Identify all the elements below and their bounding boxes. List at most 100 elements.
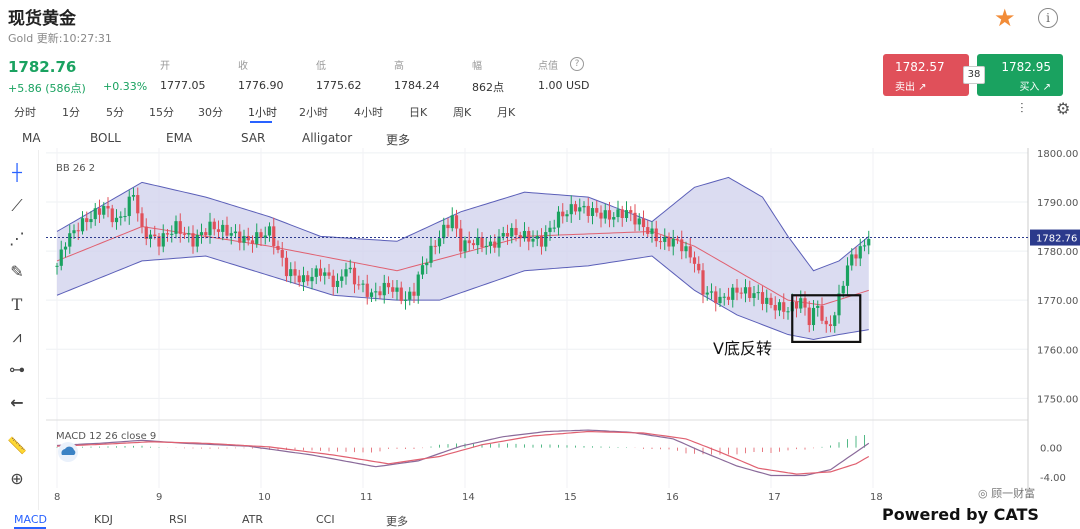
help-icon[interactable]: ? [570,57,584,71]
time-axis-tick-label: 8 [54,492,60,503]
line-icon[interactable]: ⟋ [11,196,23,215]
candle-body [246,235,250,241]
tab-more[interactable]: 更多 [386,515,408,528]
candle-body [726,296,731,300]
candle-body [867,239,871,246]
signal-line [56,430,870,475]
candle-body [739,292,743,294]
candle [663,228,667,250]
sell-button[interactable]: 1782.57 卖出 ↗ [883,54,969,96]
watermark: ◎ 顾一财富 [978,487,1036,500]
candle-body [833,315,837,327]
candle-body [289,269,293,277]
indicator-sar[interactable]: SAR [241,131,266,145]
time-axis-tick-label: 9 [156,492,162,503]
tf-15m[interactable]: 15分 [149,106,174,119]
candle-body [255,232,259,244]
candle [399,281,403,305]
candle [80,211,85,235]
tab-kdj[interactable]: KDJ [94,513,113,526]
tf-4h[interactable]: 4小时 [354,106,383,119]
candle [807,300,811,333]
candle [89,211,93,229]
candle-body [573,204,578,212]
measure-icon[interactable]: ⊶ [9,360,25,379]
back-arrow-icon[interactable]: ← [10,393,24,412]
candle-body [777,302,782,311]
candle [497,229,501,257]
candle [161,224,165,253]
candle-body [578,207,582,212]
chart-type-icon[interactable]: ⫶ [1020,101,1024,117]
tf-day[interactable]: 日K [409,106,428,119]
candle [718,288,722,308]
time-axis-tick-label: 16 [666,492,679,503]
candle-body [484,245,488,248]
tf-2h[interactable]: 2小时 [299,106,328,119]
time-axis-tick-label: 14 [462,492,475,503]
tab-atr[interactable]: ATR [242,513,264,526]
price-chart[interactable]: 1800.001790.001780.001770.001760.001750.… [0,148,1080,504]
indicator-ema[interactable]: EMA [166,131,193,145]
indicator-boll[interactable]: BOLL [90,131,121,145]
candle-body [552,227,556,229]
favorite-star-icon[interactable]: ★ [994,4,1016,32]
tab-cci[interactable]: CCI [316,513,335,526]
candle [816,300,820,317]
zoom-icon[interactable]: ⊕ [10,469,24,488]
candle-body [637,218,641,225]
time-axis-tick-label: 15 [564,492,577,503]
stat-label-close: 收 [238,61,248,72]
time-axis-tick-label: 18 [870,492,883,503]
stat-label-low: 低 [316,61,326,72]
candle [310,268,314,290]
tf-week[interactable]: 周K [453,106,472,119]
buy-button[interactable]: 1782.95 买入 ↗ [977,54,1063,96]
tab-macd[interactable]: MACD [14,513,47,526]
candle-body [454,215,459,229]
candle [246,227,250,246]
macd-axis-tick-label: -4.00 [1040,473,1066,484]
tf-1h[interactable]: 1小时 [248,106,277,119]
tab-rsi[interactable]: RSI [169,513,187,526]
candle-body [803,298,807,308]
fib-icon[interactable]: ⋰ [9,229,25,248]
indicator-alligator[interactable]: Alligator [302,131,353,145]
crosshair-icon[interactable]: ┼ [12,163,22,182]
candle [773,296,777,320]
candle [544,225,548,252]
tf-tick[interactable]: 分时 [14,106,36,119]
candle [442,217,446,244]
candle-body [671,238,675,247]
tf-5m[interactable]: 5分 [106,106,124,119]
candle [412,282,416,303]
pattern-icon[interactable]: ⩘ [12,327,22,346]
candle-body [344,269,348,277]
indicator-more[interactable]: 更多 [386,133,411,147]
indicator-ma[interactable]: MA [22,131,41,145]
candle-body [811,307,816,326]
candle [357,275,361,290]
candle-body [769,297,773,306]
ruler-icon[interactable]: 📏 [7,436,27,455]
candle [68,224,72,254]
candle [327,264,331,279]
candle-body [284,257,289,277]
brush-icon[interactable]: ✎ [10,262,24,281]
candle [624,201,629,222]
buy-price: 1782.95 [1001,60,1051,74]
candle [204,228,208,239]
candle [858,238,862,267]
tf-1m[interactable]: 1分 [62,106,80,119]
candle [607,202,612,228]
tf-30m[interactable]: 30分 [198,106,223,119]
settings-gear-icon[interactable]: ⚙ [1056,99,1071,118]
candle [454,209,459,238]
tf-month[interactable]: 月K [497,106,516,119]
candle-body [212,221,216,230]
candle-body [459,228,463,252]
candle [127,190,131,225]
info-icon[interactable]: i [1038,8,1058,28]
candle [722,293,726,306]
text-icon[interactable]: T [11,295,23,314]
